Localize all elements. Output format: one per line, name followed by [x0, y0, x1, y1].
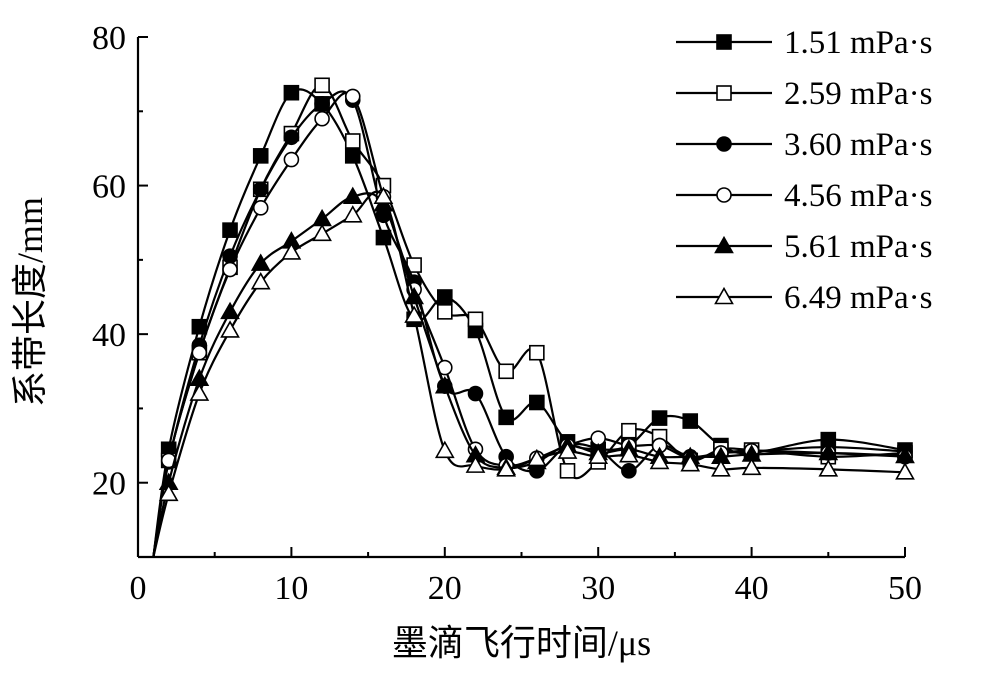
- legend-marker: [716, 187, 732, 203]
- data-point: [621, 422, 637, 439]
- data-point: [496, 459, 517, 477]
- data-point: [342, 205, 363, 223]
- data-point: [498, 363, 514, 380]
- data-point: [158, 483, 179, 502]
- axes: 0 10 20 30 40 50 20 40 60 80: [92, 20, 922, 607]
- data-point: [375, 229, 392, 246]
- legend-label: 4.56 mPa·s: [784, 178, 933, 214]
- x-tick-label: 50: [888, 570, 922, 607]
- legend-marker: [716, 136, 732, 152]
- series-line: [152, 192, 906, 557]
- data-point: [342, 186, 363, 205]
- data-point: [312, 223, 332, 242]
- data-point: [588, 446, 609, 465]
- data-point: [682, 413, 699, 429]
- data-point: [467, 311, 484, 328]
- data-point: [404, 305, 424, 323]
- data-point: [220, 301, 240, 320]
- data-point: [818, 459, 839, 477]
- data-point: [222, 222, 238, 238]
- data-point: [526, 448, 547, 467]
- data-point: [312, 208, 332, 227]
- legend: 1.51 mPa·s 2.59 mPa·s 3.60 mPa·s 4.56 mPa·s…: [676, 25, 933, 316]
- data-point: [467, 385, 484, 402]
- data-point: [529, 344, 545, 361]
- data-point: [465, 455, 486, 473]
- legend-item: 5.61 mPa·s: [676, 229, 933, 265]
- legend-label: 2.59 mPa·s: [784, 76, 933, 112]
- y-tick-label: 60: [92, 169, 126, 206]
- data-point: [711, 459, 731, 477]
- x-tick-label: 10: [274, 570, 308, 607]
- series-line: [152, 190, 906, 557]
- legend-label: 1.51 mPa·s: [784, 25, 933, 61]
- x-tick-label: 40: [735, 570, 769, 607]
- data-point: [619, 445, 639, 463]
- data-point: [434, 440, 455, 459]
- data-point: [281, 242, 302, 260]
- data-point: [621, 463, 637, 479]
- data-point: [250, 272, 271, 290]
- data-point: [436, 289, 453, 305]
- x-tick-label: 30: [581, 570, 615, 607]
- x-tick-label: 0: [130, 570, 147, 607]
- data-point: [314, 96, 330, 112]
- legend-item: 4.56 mPa·s: [676, 178, 933, 214]
- data-point: [222, 261, 238, 278]
- data-point: [189, 383, 210, 401]
- legend-label: 3.60 mPa·s: [784, 127, 933, 163]
- y-tick-label: 80: [92, 20, 126, 57]
- x-tick-label: 20: [428, 570, 462, 607]
- legend-marker: [716, 34, 732, 50]
- data-point: [250, 253, 271, 271]
- legend-item: 1.51 mPa·s: [676, 25, 933, 61]
- data-point: [344, 148, 361, 164]
- x-axis-title: 墨滴飞行时间/μs: [392, 623, 651, 663]
- data-point: [529, 394, 545, 411]
- data-point: [283, 129, 300, 146]
- data-point: [191, 344, 208, 361]
- y-tick-label: 40: [92, 317, 126, 354]
- legend-label: 6.49 mPa·s: [784, 280, 933, 316]
- series-6: [152, 186, 915, 557]
- data-point: [283, 151, 300, 168]
- data-point: [436, 304, 453, 320]
- legend-item: 3.60 mPa·s: [676, 127, 933, 163]
- data-point: [252, 148, 269, 164]
- data-point: [314, 110, 330, 127]
- legend-marker: [714, 235, 734, 254]
- data-point: [220, 320, 240, 338]
- data-point: [498, 409, 514, 426]
- data-point: [373, 186, 394, 205]
- data-point: [651, 410, 668, 426]
- data-point: [559, 463, 576, 479]
- data-point: [895, 462, 915, 480]
- data-point: [314, 77, 330, 94]
- y-axis-title: 系带长度/mm: [10, 197, 50, 407]
- data-point: [252, 181, 269, 198]
- data-point: [557, 441, 578, 459]
- legend-item: 6.49 mPa·s: [676, 280, 933, 316]
- legend-item: 2.59 mPa·s: [676, 76, 933, 112]
- legend-marker: [714, 286, 734, 305]
- legend-marker: [716, 85, 732, 101]
- y-tick-label: 20: [92, 466, 126, 503]
- legend-label: 5.61 mPa·s: [784, 229, 933, 265]
- data-point: [252, 200, 269, 216]
- data-point: [344, 133, 361, 149]
- data-point: [344, 88, 361, 105]
- data-point: [283, 84, 300, 101]
- data-point: [649, 451, 670, 470]
- data-point: [680, 454, 701, 472]
- data-point: [741, 457, 762, 476]
- plot-area: [152, 77, 915, 557]
- data-point: [434, 376, 455, 394]
